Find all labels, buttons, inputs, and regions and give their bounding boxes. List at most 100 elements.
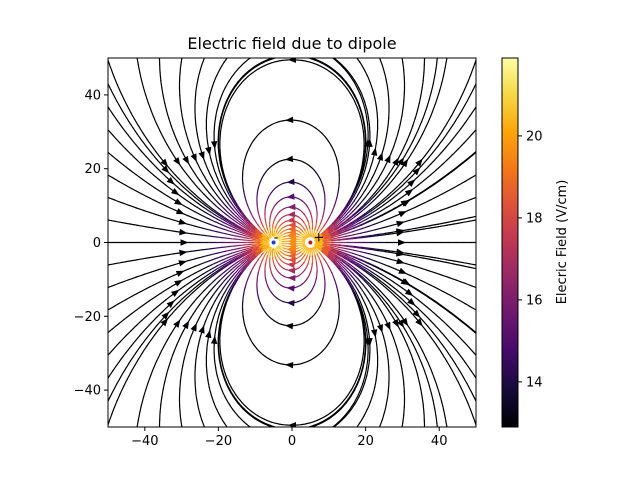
streamline-segment [108,421,110,427]
streamline-segment [160,79,163,89]
streamline-segment [221,245,231,248]
streamline-segment [419,169,426,176]
streamline-segment [159,403,162,413]
streamline-segment [210,265,218,271]
streamline-segment [473,352,476,357]
streamline-segment [193,196,202,203]
streamline-segment [258,350,266,357]
streamline-segment [130,138,137,146]
streamline-segment [430,223,440,227]
streamline-segment [393,184,400,191]
streamline-segment [129,259,139,262]
streamline-segment [203,210,212,216]
streamline-segment [279,229,287,235]
streamline-segment [243,190,247,200]
streamline-segment [352,228,361,233]
streamline-segment [369,235,379,238]
streamline-segment [355,292,361,301]
streamline-segment [203,269,212,275]
streamline-segment [195,389,198,399]
streamline-segment [411,341,417,350]
streamline-segment [212,189,219,197]
streamline-segment [372,195,379,203]
streamline-segment [395,130,399,140]
streamline-segment [428,384,432,394]
streamline-segment [453,222,463,225]
streamline-segment [103,404,106,411]
streamline-arrow [392,157,399,166]
streamline-segment [330,243,340,246]
streamline-segment [100,334,106,339]
colorbar-tick-label: 14 [526,375,543,390]
streamline-segment [203,284,211,292]
streamline-segment [313,246,320,254]
streamline-segment [423,174,431,181]
streamline-segment [293,119,303,123]
streamline-segment [334,408,342,415]
streamline-segment [214,293,220,302]
streamline-segment [465,155,473,162]
streamline-segment [271,60,280,64]
streamline-segment [462,100,468,109]
streamline-segment [165,264,174,268]
streamline-segment [180,180,187,188]
streamline-segment [339,250,348,255]
streamline-segment [304,291,311,299]
streamline-segment [422,351,427,360]
streamline-segment [356,299,361,308]
streamline-segment [450,109,455,118]
streamline-segment [135,305,143,311]
streamline-segment [330,144,335,153]
streamline-arrow [401,278,411,286]
streamline-segment [197,282,205,289]
streamline-segment [382,256,392,260]
streamline-segment [226,207,234,214]
streamline-segment [267,247,272,256]
streamline-segment [199,64,203,73]
streamline-segment [209,268,218,274]
streamline-arrow [404,189,414,197]
streamline-segment [270,186,277,194]
streamline-segment [199,297,205,306]
streamline-segment [209,211,218,217]
streamline-segment [212,310,217,320]
streamline-segment [381,262,390,267]
streamline-segment [145,382,149,391]
streamline-segment [194,381,197,391]
streamline-segment [367,218,376,223]
colorbar-tick-label: 16 [526,293,543,308]
streamline-segment [383,404,387,414]
streamline-segment [223,422,228,427]
streamline-segment [112,383,118,392]
streamline-segment [250,223,258,230]
streamline-segment [341,220,350,227]
streamline-segment [166,205,175,211]
streamline-segment [217,250,227,254]
streamline-segment [255,239,265,242]
streamline-segment [420,87,423,97]
streamline-segment [223,292,229,301]
streamline-segment [434,407,437,417]
streamline-segment [296,240,306,243]
streamline-segment [387,94,390,104]
streamline-segment [339,402,346,410]
streamline-segment [130,324,138,332]
streamline-segment [299,254,306,262]
streamline-segment [355,196,361,205]
streamline-segment [249,253,257,260]
streamline-segment [182,357,185,367]
streamline-segment [188,176,195,184]
streamline-segment [243,256,252,263]
streamline-segment [357,187,363,195]
streamline-segment [303,317,311,324]
streamline-segment [194,94,197,104]
streamline-arrow [286,285,295,292]
streamline-segment [219,115,222,125]
streamline-segment [270,272,276,281]
streamline-segment [346,214,354,221]
streamline-segment [220,156,223,166]
streamline-segment [361,161,365,171]
streamline-arrow [160,318,169,327]
streamline-segment [336,252,346,257]
